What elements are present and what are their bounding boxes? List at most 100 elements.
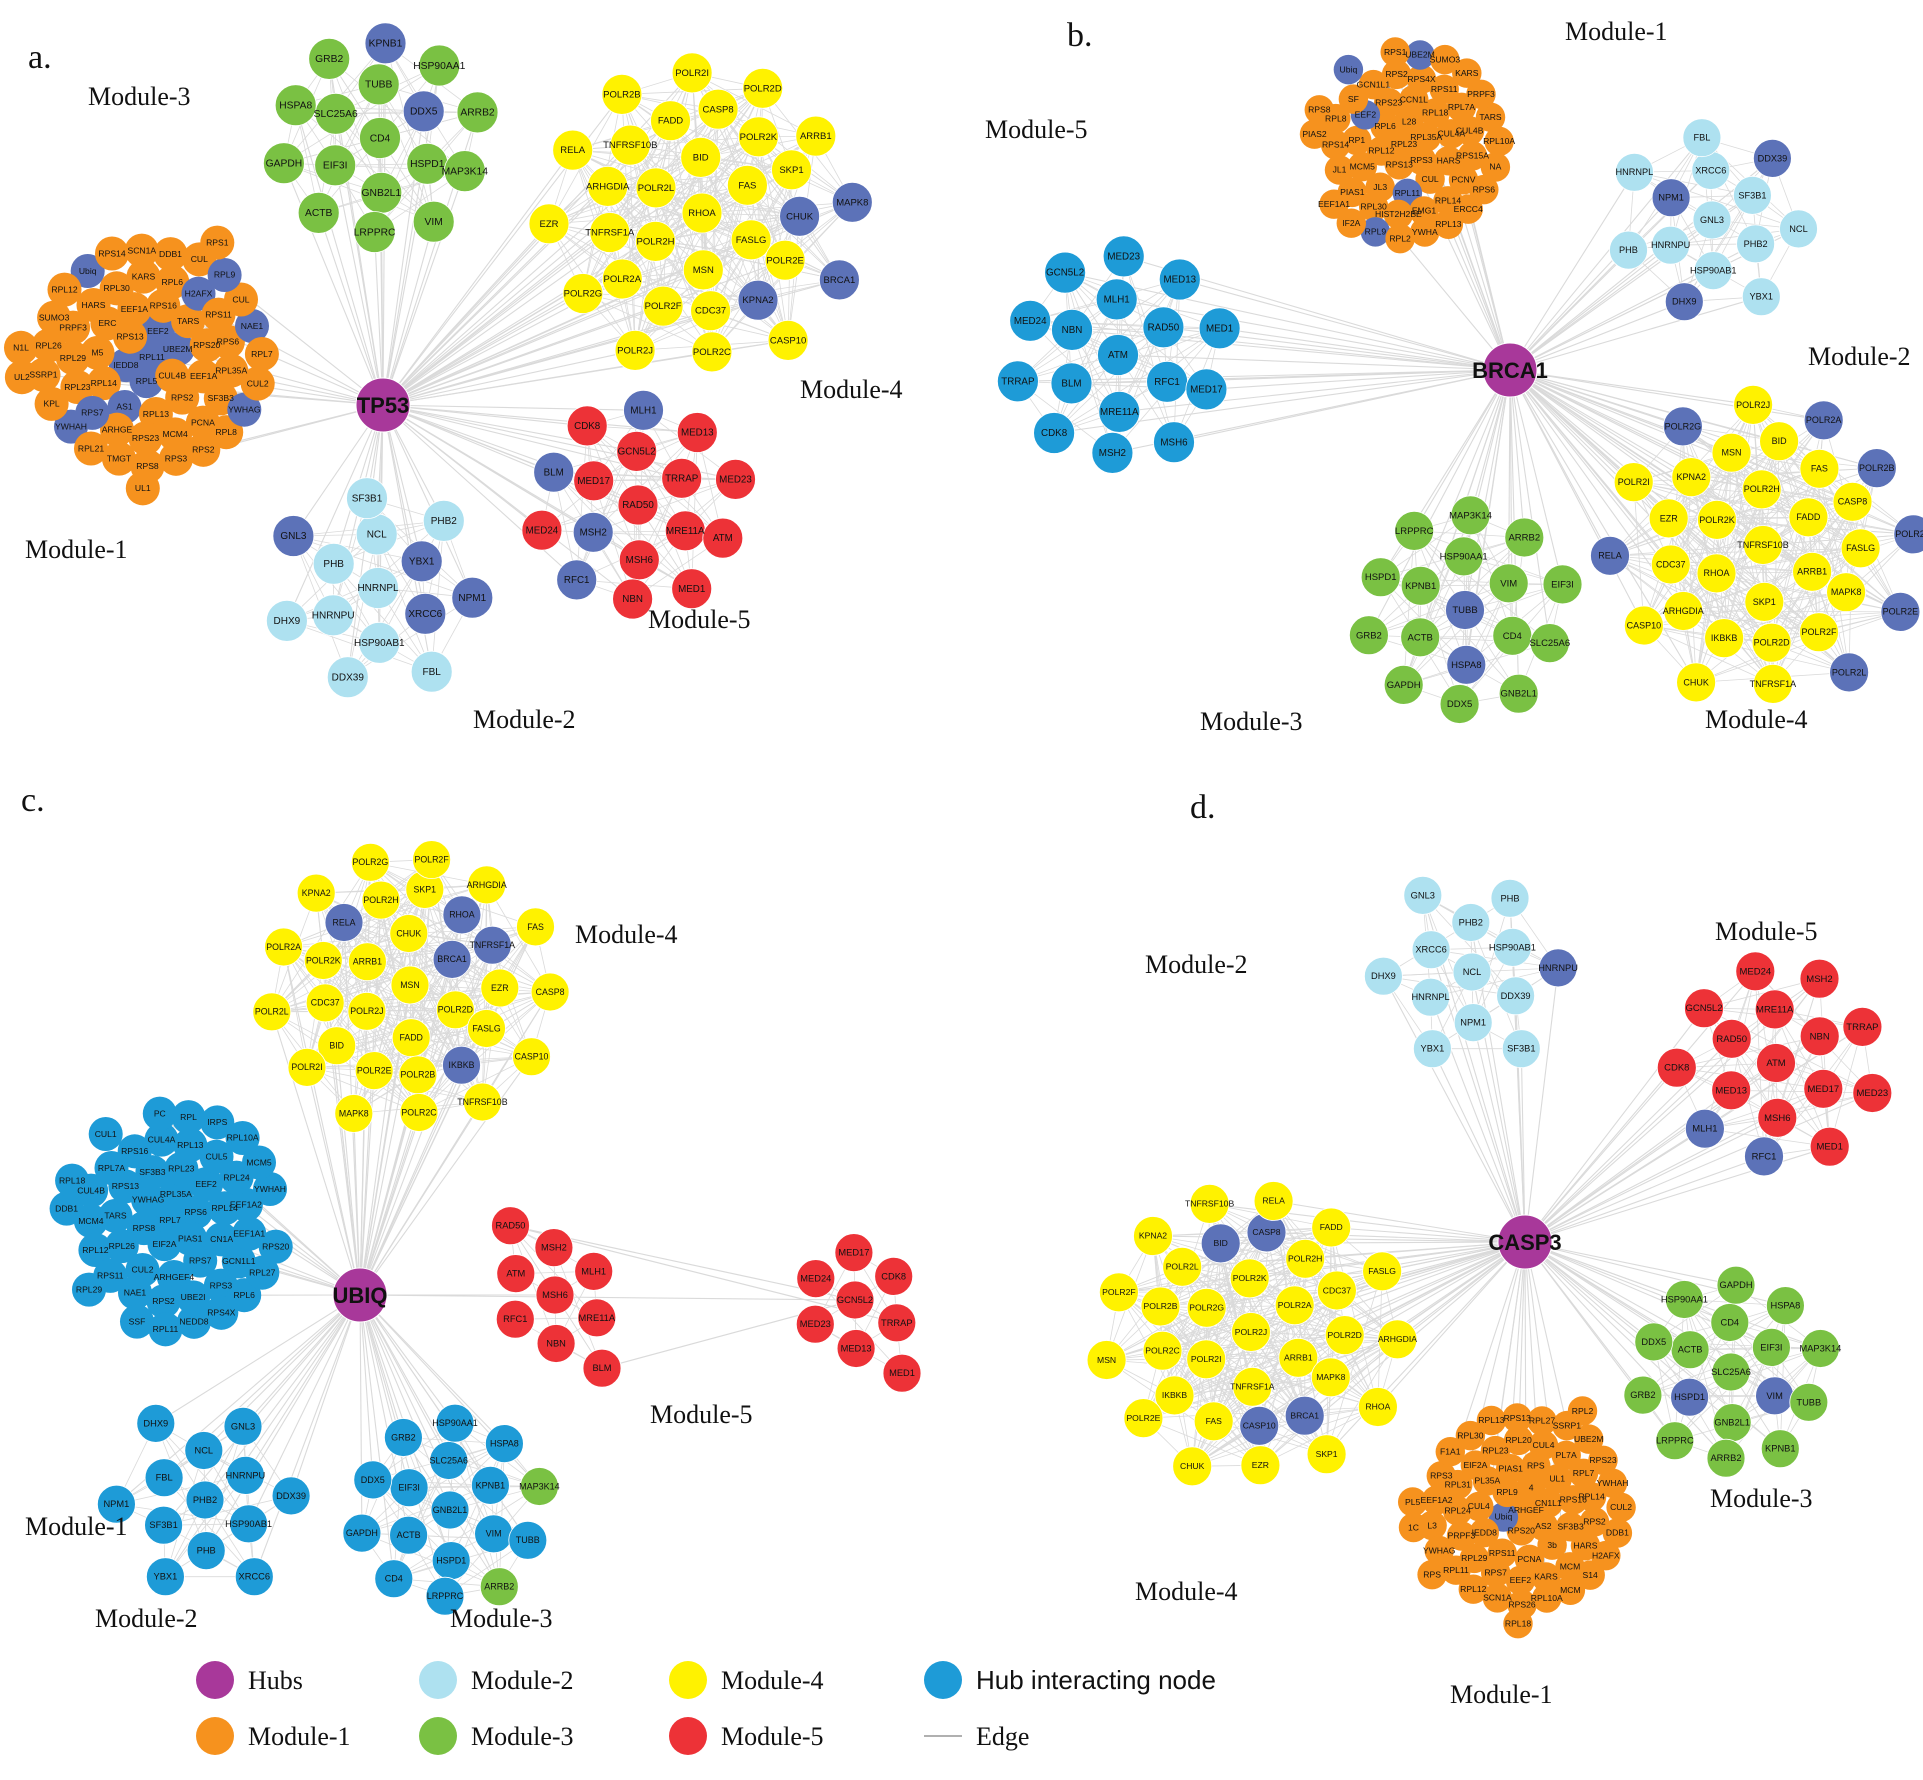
svg-text:POLR2D: POLR2D bbox=[1754, 638, 1791, 648]
svg-text:YBX1: YBX1 bbox=[409, 557, 435, 568]
svg-text:N1L: N1L bbox=[13, 343, 29, 353]
svg-text:LRPPRC: LRPPRC bbox=[427, 1591, 464, 1601]
svg-text:RPL27: RPL27 bbox=[249, 1268, 275, 1278]
svg-text:GCN5L2: GCN5L2 bbox=[1686, 1003, 1723, 1014]
svg-text:RPS6: RPS6 bbox=[217, 337, 240, 347]
svg-text:UBE2I: UBE2I bbox=[181, 1292, 206, 1302]
svg-text:RPL12: RPL12 bbox=[1460, 1584, 1486, 1594]
svg-text:RAD50: RAD50 bbox=[496, 1221, 526, 1231]
svg-text:EEF1A1: EEF1A1 bbox=[233, 1229, 265, 1239]
svg-text:NCL: NCL bbox=[194, 1446, 213, 1456]
svg-text:RPS: RPS bbox=[1423, 1569, 1441, 1579]
svg-text:Module-4: Module-4 bbox=[721, 1666, 824, 1695]
svg-text:POLR2H: POLR2H bbox=[1288, 1254, 1322, 1264]
svg-text:PCNA: PCNA bbox=[1517, 1554, 1541, 1564]
svg-text:AS1: AS1 bbox=[116, 402, 132, 412]
svg-text:NCL: NCL bbox=[367, 530, 387, 541]
svg-text:MCM5: MCM5 bbox=[1350, 161, 1376, 171]
svg-text:VIM: VIM bbox=[425, 217, 443, 228]
svg-text:ACTB: ACTB bbox=[305, 208, 333, 219]
svg-text:CD4: CD4 bbox=[385, 1574, 403, 1584]
svg-text:RPL26: RPL26 bbox=[35, 340, 61, 350]
svg-text:M5: M5 bbox=[92, 348, 104, 358]
svg-text:HIST2H2BE: HIST2H2BE bbox=[1375, 209, 1422, 219]
svg-text:FAS: FAS bbox=[527, 922, 544, 932]
svg-text:RPL23: RPL23 bbox=[64, 382, 90, 392]
svg-text:NBN: NBN bbox=[546, 1338, 566, 1348]
svg-text:RPS4X: RPS4X bbox=[207, 1308, 235, 1318]
svg-text:MAPK8: MAPK8 bbox=[1316, 1372, 1345, 1382]
svg-text:MED13: MED13 bbox=[1715, 1085, 1747, 1096]
svg-text:d.: d. bbox=[1190, 789, 1216, 826]
svg-text:EEF1A: EEF1A bbox=[121, 304, 148, 314]
svg-text:MSN: MSN bbox=[400, 980, 420, 990]
svg-text:HNRNPU: HNRNPU bbox=[226, 1470, 266, 1480]
svg-text:CUL4: CUL4 bbox=[1468, 1501, 1490, 1511]
svg-text:PIAS1: PIAS1 bbox=[1340, 187, 1365, 197]
svg-text:EEF1A2: EEF1A2 bbox=[230, 1200, 262, 1210]
svg-text:CASP8: CASP8 bbox=[1252, 1227, 1280, 1237]
svg-text:FADD: FADD bbox=[658, 116, 683, 127]
svg-text:RHOA: RHOA bbox=[449, 910, 475, 920]
svg-text:POLR2F: POLR2F bbox=[1102, 1287, 1135, 1297]
svg-text:GNB2L1: GNB2L1 bbox=[1500, 689, 1536, 700]
svg-text:RPL23: RPL23 bbox=[1482, 1445, 1508, 1455]
svg-text:MSH2: MSH2 bbox=[541, 1243, 567, 1253]
svg-text:TARS: TARS bbox=[104, 1211, 127, 1221]
svg-text:FASLG: FASLG bbox=[1368, 1266, 1396, 1276]
svg-text:MED17: MED17 bbox=[838, 1248, 869, 1258]
svg-text:POLR2L: POLR2L bbox=[1832, 667, 1867, 677]
svg-text:ARHGDIA: ARHGDIA bbox=[1378, 1334, 1417, 1344]
svg-text:SUMO3: SUMO3 bbox=[39, 312, 70, 322]
svg-text:MED1: MED1 bbox=[678, 584, 705, 595]
svg-text:KPNA2: KPNA2 bbox=[1677, 472, 1707, 482]
svg-text:BRCA1: BRCA1 bbox=[824, 275, 856, 286]
svg-text:EZR: EZR bbox=[1660, 513, 1679, 523]
svg-text:CHUK: CHUK bbox=[1683, 677, 1709, 687]
svg-text:NBN: NBN bbox=[622, 594, 643, 605]
svg-text:Module-1: Module-1 bbox=[25, 535, 128, 564]
svg-text:MLH1: MLH1 bbox=[630, 406, 656, 417]
svg-text:YWHAH: YWHAH bbox=[254, 1184, 286, 1194]
svg-text:PL7A: PL7A bbox=[1556, 1450, 1577, 1460]
svg-text:HSPA8: HSPA8 bbox=[490, 1439, 519, 1449]
svg-text:HSPA8: HSPA8 bbox=[279, 100, 312, 111]
svg-text:RPL10A: RPL10A bbox=[227, 1133, 259, 1143]
svg-text:RPL29: RPL29 bbox=[1461, 1553, 1487, 1563]
svg-text:H2AFX: H2AFX bbox=[1592, 1550, 1620, 1560]
svg-text:CCN1L: CCN1L bbox=[1400, 95, 1428, 105]
svg-text:NCL: NCL bbox=[1463, 967, 1482, 977]
svg-text:RPL8: RPL8 bbox=[1325, 113, 1347, 123]
svg-text:PC: PC bbox=[154, 1108, 166, 1118]
svg-text:RPL9: RPL9 bbox=[214, 270, 236, 280]
svg-text:CASP8: CASP8 bbox=[1838, 497, 1868, 507]
svg-text:RP1: RP1 bbox=[1348, 135, 1365, 145]
svg-text:MED24: MED24 bbox=[800, 1274, 831, 1284]
svg-text:MSH2: MSH2 bbox=[580, 527, 607, 538]
svg-text:PRPF3: PRPF3 bbox=[1467, 89, 1495, 99]
svg-text:RPL23: RPL23 bbox=[168, 1164, 194, 1174]
svg-text:MAP3K14: MAP3K14 bbox=[1799, 1344, 1841, 1354]
svg-text:CUL4: CUL4 bbox=[1533, 1440, 1555, 1450]
svg-text:POLR2D: POLR2D bbox=[1328, 1330, 1362, 1340]
svg-text:CUL4B: CUL4B bbox=[1456, 126, 1484, 136]
svg-text:PIAS1: PIAS1 bbox=[178, 1234, 203, 1244]
svg-text:RELA: RELA bbox=[333, 917, 356, 927]
svg-text:ARHGDIA: ARHGDIA bbox=[586, 181, 630, 192]
svg-text:H2AFX: H2AFX bbox=[185, 289, 213, 299]
svg-text:RPS1: RPS1 bbox=[1384, 47, 1407, 57]
svg-text:PHB2: PHB2 bbox=[193, 1495, 217, 1505]
svg-text:RPS3: RPS3 bbox=[1410, 155, 1433, 165]
svg-text:GRB2: GRB2 bbox=[1630, 1390, 1655, 1400]
svg-text:CDK8: CDK8 bbox=[574, 421, 601, 432]
svg-text:FAS: FAS bbox=[1206, 1416, 1223, 1426]
svg-text:POLR2D: POLR2D bbox=[438, 1005, 473, 1015]
svg-text:RPL18: RPL18 bbox=[1505, 1618, 1531, 1628]
svg-text:RPL12: RPL12 bbox=[1368, 146, 1394, 156]
svg-text:TRRAP: TRRAP bbox=[665, 474, 699, 485]
svg-text:ARHGDIA: ARHGDIA bbox=[1663, 606, 1704, 616]
svg-text:KPNB1: KPNB1 bbox=[1765, 1444, 1796, 1454]
svg-text:CUL2: CUL2 bbox=[132, 1265, 154, 1275]
svg-text:SF3B1: SF3B1 bbox=[1507, 1044, 1535, 1054]
svg-text:CASP3: CASP3 bbox=[1488, 1230, 1561, 1255]
